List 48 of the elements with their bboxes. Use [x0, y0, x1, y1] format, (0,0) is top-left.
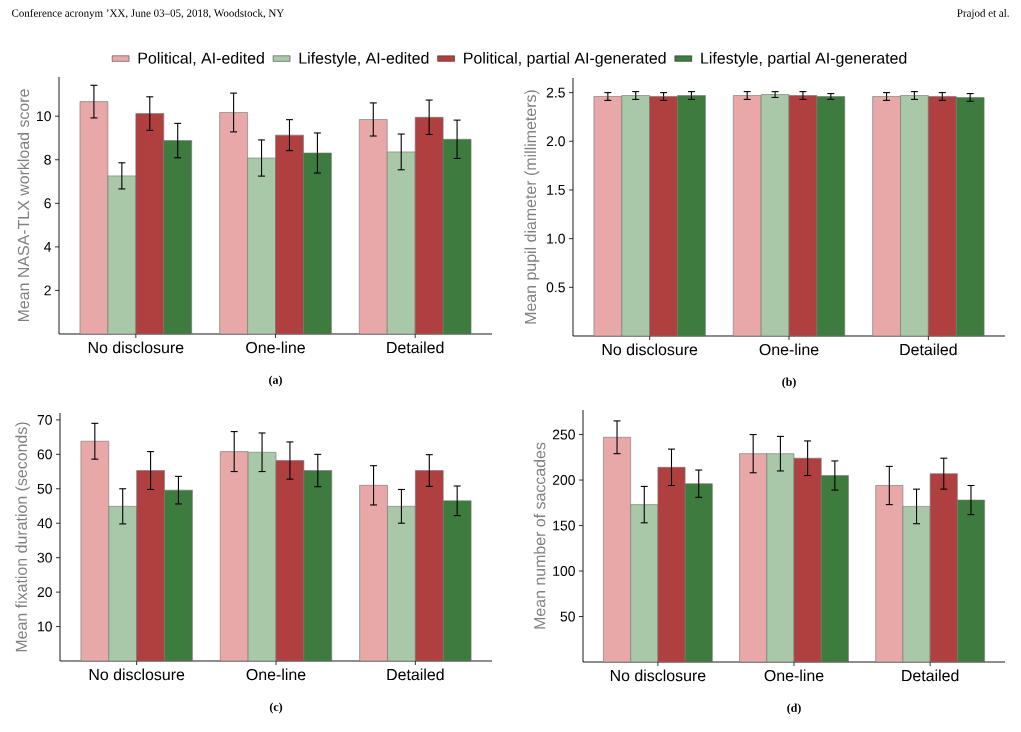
y-tick-label: 10 [38, 621, 52, 632]
y-tick-label: 1.0 [547, 233, 565, 244]
y-tick-label: 8 [44, 154, 51, 165]
y-tick-label: 40 [37, 518, 52, 529]
y-tick-label: 20 [37, 587, 52, 598]
y-axis-title: Mean pupil diameter (millimeters) [524, 90, 540, 324]
y-axis-title: Mean number of saccades [533, 442, 546, 629]
x-tick-label: Detailed [902, 669, 959, 682]
y-tick-label: 6 [44, 198, 51, 209]
y-tick-label: 200 [552, 475, 575, 485]
text: Conference acronym ’XX, June 03–05, 2018, Woodstock, NY [11, 8, 284, 20]
y-tick-label: 4 [44, 242, 52, 252]
x-tick-label: Detailed [387, 668, 444, 681]
x-tick-label: Detailed [900, 343, 957, 356]
y-tick-label: 70 [37, 414, 52, 425]
legend-label: Political, partial AI-generated [464, 52, 666, 67]
y-tick-label: 100 [553, 566, 575, 576]
text: Prajod et al. [957, 9, 1009, 19]
y-axis-title: Mean NASA-TLX workload score [17, 89, 30, 322]
x-tick-label: One-line [764, 669, 824, 682]
x-tick-label: No disclosure [602, 343, 698, 356]
x-tick-label: No disclosure [610, 669, 706, 682]
x-tick-label: One-line [759, 343, 819, 356]
y-tick-label: 250 [552, 429, 575, 440]
legend-label: Lifestyle, AI-edited [299, 52, 429, 67]
y-tick-label: 0.5 [546, 282, 565, 293]
x-tick-label: One-line [246, 668, 306, 681]
text: (a) [269, 375, 282, 387]
y-tick-label: 2 [44, 285, 51, 296]
x-tick-label: No disclosure [89, 668, 185, 681]
x-tick-label: One-line [246, 341, 305, 354]
y-tick-label: 30 [37, 552, 52, 563]
y-tick-label: 2.5 [546, 87, 565, 98]
y-tick-label: 1.5 [547, 185, 565, 195]
legend-label: Political, AI-edited [138, 52, 264, 66]
x-tick-label: Detailed [387, 341, 444, 354]
y-tick-label: 50 [37, 483, 52, 494]
y-axis-title: Mean fixation duration (seconds) [15, 422, 31, 652]
legend-label: Lifestyle, partial AI-generated [701, 52, 907, 67]
y-tick-label: 60 [37, 449, 52, 460]
text: (c) [269, 702, 283, 714]
y-tick-label: 150 [553, 520, 575, 531]
x-tick-label: No disclosure [88, 341, 184, 354]
text: (b) [782, 377, 796, 389]
y-tick-label: 2.0 [546, 136, 565, 147]
y-tick-label: 10 [37, 111, 51, 122]
y-tick-label: 50 [560, 611, 575, 622]
text: (d) [787, 703, 801, 715]
